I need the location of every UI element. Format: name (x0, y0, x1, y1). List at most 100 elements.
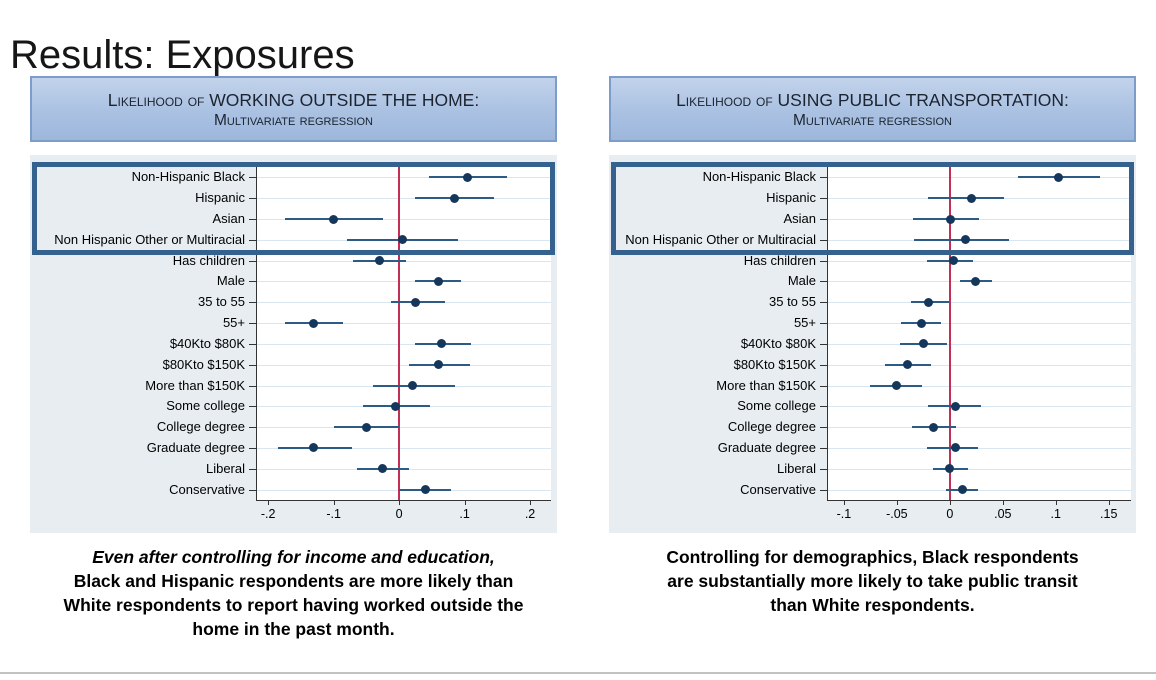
category-label: Some college (737, 398, 816, 414)
x-tick (399, 501, 401, 505)
category-tick (249, 406, 256, 408)
gridline (257, 323, 551, 325)
gridline (828, 177, 1131, 179)
coef-dot (1054, 172, 1064, 182)
category-tick (249, 260, 256, 262)
x-tick (949, 501, 951, 505)
panel-public-transportation: Likelihood of USING PUBLIC TRANSPORTATIO… (609, 76, 1136, 617)
x-tick-label: -.2 (260, 507, 276, 521)
coef-dot (961, 235, 971, 245)
coef-dot (378, 464, 388, 474)
category-tick (249, 177, 256, 179)
category-label: 55+ (222, 315, 245, 331)
category-label: Hispanic (195, 190, 245, 206)
panel-working-outside-home: Likelihood of WORKING OUTSIDE THE HOME: … (30, 76, 557, 641)
coef-dot (918, 339, 928, 349)
gridline (257, 281, 551, 283)
category-tick (820, 239, 827, 241)
left-caption-text: Black and Hispanic respondents are more … (63, 571, 524, 639)
x-tick-label: .05 (994, 507, 1012, 521)
category-label: Male (216, 273, 245, 289)
left-coefficient-chart: -.2 -.1 0 .1 .2 Non-Hispanic Black Hispanic Asi… (30, 155, 557, 533)
coef-dot (397, 235, 407, 245)
category-tick (820, 281, 827, 283)
left-chart-header-line2: Multivariate regression (213, 111, 374, 129)
coef-dot (902, 360, 912, 370)
gridline (828, 260, 1131, 262)
category-tick (249, 489, 256, 491)
category-tick (249, 281, 256, 283)
coef-dot (410, 297, 420, 307)
x-tick (268, 501, 270, 505)
x-tick (530, 501, 532, 505)
x-tick (1108, 501, 1110, 505)
coef-dot (309, 443, 319, 453)
ci-line (912, 218, 980, 221)
category-label: Conservative (740, 481, 816, 497)
category-tick (249, 364, 256, 366)
left-caption-italic: Even after controlling for income and ed… (92, 547, 495, 567)
category-tick (249, 468, 256, 470)
right-chart-header: Likelihood of USING PUBLIC TRANSPORTATIO… (609, 76, 1136, 142)
left-caption: Even after controlling for income and ed… (55, 545, 533, 641)
coef-dot (433, 360, 443, 370)
gridline (828, 468, 1131, 470)
gridline (828, 385, 1131, 387)
category-tick (249, 427, 256, 429)
category-tick (820, 198, 827, 200)
category-label: Has children (172, 252, 245, 268)
category-label: Some college (166, 398, 245, 414)
ci-line (927, 197, 1004, 200)
category-label: Graduate degree (717, 439, 816, 455)
right-chart-header-line1: Likelihood of USING PUBLIC TRANSPORTATIO… (676, 89, 1069, 110)
coef-dot (966, 193, 976, 203)
category-tick (820, 406, 827, 408)
x-tick-label: .15 (1100, 507, 1118, 521)
category-tick (820, 427, 827, 429)
category-tick (820, 219, 827, 221)
gridline (828, 489, 1131, 491)
left-chart-header-line1: Likelihood of WORKING OUTSIDE THE HOME: (107, 89, 480, 110)
category-label: Liberal (776, 460, 816, 476)
left-chart-header: Likelihood of WORKING OUTSIDE THE HOME: … (30, 76, 557, 142)
gridline (828, 447, 1131, 449)
x-tick (333, 501, 335, 505)
category-tick (249, 219, 256, 221)
category-tick (249, 323, 256, 325)
coef-dot (892, 381, 902, 391)
gridline (828, 302, 1131, 304)
zero-line (949, 167, 951, 500)
x-tick-label: .1 (1050, 507, 1061, 521)
category-label: 35 to 55 (769, 294, 816, 310)
highlight-box (32, 162, 555, 256)
coef-dot (329, 214, 339, 224)
x-tick-label: -.1 (326, 507, 341, 521)
bottom-divider (0, 672, 1156, 674)
category-label: Non Hispanic Other or Multiracial (625, 231, 816, 247)
gridline (828, 364, 1131, 366)
coef-dot (958, 485, 968, 495)
category-tick (249, 447, 256, 449)
category-label: Conservative (169, 481, 245, 497)
zero-line (398, 167, 400, 500)
category-tick (249, 343, 256, 345)
coef-dot (374, 256, 384, 266)
category-label: Male (787, 273, 816, 289)
coef-dot (946, 214, 956, 224)
x-tick (1002, 501, 1004, 505)
y-axis-line (256, 167, 257, 501)
category-tick (820, 177, 827, 179)
gridline (828, 323, 1131, 325)
category-label: Graduate degree (146, 439, 245, 455)
x-axis-line (827, 500, 1131, 501)
category-label: $80Kto $150K (733, 356, 816, 372)
category-tick (820, 323, 827, 325)
x-tick-label: .2 (524, 507, 536, 521)
coef-dot (463, 172, 473, 182)
gridline (257, 364, 551, 366)
x-tick-label: -.1 (836, 507, 852, 521)
category-label: More than $150K (145, 377, 245, 393)
coef-dot (916, 318, 926, 328)
category-label: More than $150K (716, 377, 816, 393)
category-tick (820, 302, 827, 304)
